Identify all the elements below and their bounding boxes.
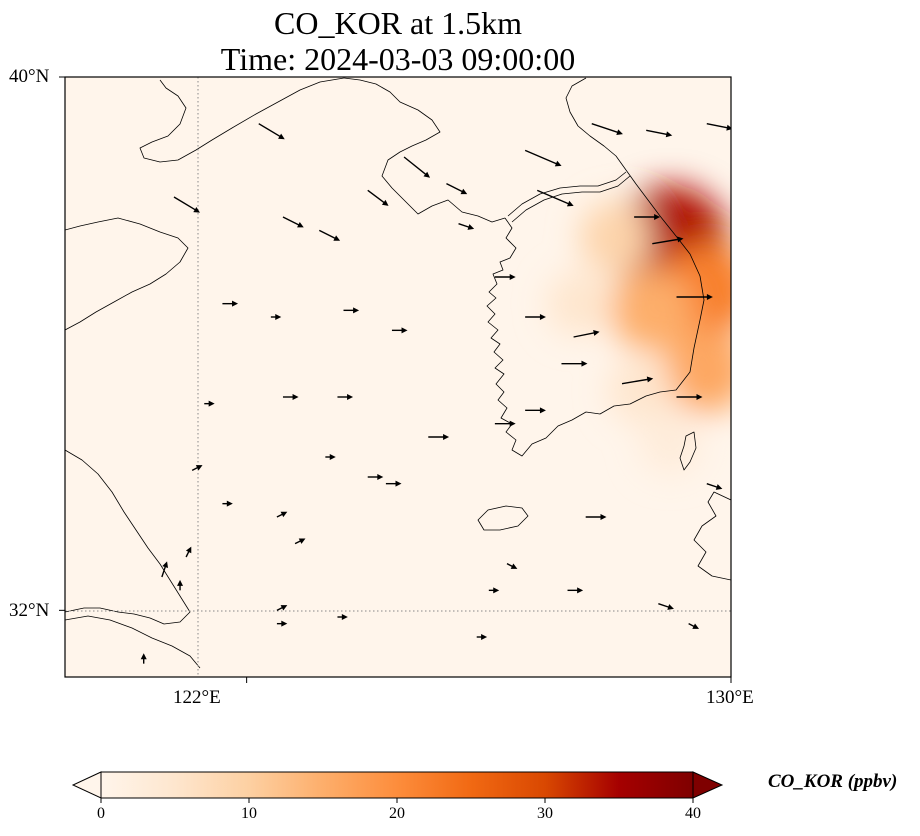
north-korea-west-coast [343,77,506,223]
wind-arrow [676,394,703,400]
lat-tick-label-32: 32°N [9,600,50,621]
wind-arrow [676,294,713,300]
wind-arrow [367,474,384,480]
colorbar-extend-low [71,771,102,799]
wind-arrow [536,189,574,207]
concentration-hotspot [579,200,653,274]
border-line-b [511,175,631,223]
wind-arrow [658,603,674,610]
wind-arrow [458,223,475,230]
wind-arrow [403,156,431,178]
lat-tick-label-40: 40°N [9,66,50,87]
wind-arrow [140,653,147,664]
lon-tick-label-130: 130°E [706,687,754,708]
colorbar-body [100,771,694,799]
china-east-coast [65,449,191,625]
china-north-coast [65,217,189,331]
wind-arrow [161,561,169,578]
kyushu-coast [693,491,731,581]
colorbar-tick-label: 10 [241,805,257,822]
wind-arrow [276,620,288,627]
wind-arrow [204,400,215,407]
wind-arrow [337,614,348,620]
colorbar-tick-label: 40 [685,805,701,822]
gridlines [65,77,731,677]
wind-arrow [325,454,336,460]
concentration-hotspot [547,271,613,337]
lon-tick-label-122: 122°E [173,687,221,708]
wind-arrow [177,579,184,591]
wind-arrow [222,300,239,307]
colorbar-tick-label: 0 [97,805,105,822]
wind-arrow [343,307,360,314]
wind-arrow [688,623,700,629]
wind-arrow [488,587,500,594]
wind-arrow [318,229,341,241]
wind-arrow [276,605,288,611]
wind-arrow [294,538,306,545]
tsushima-island [679,431,697,471]
wind-arrow [282,216,304,228]
wind-arrow [391,327,408,334]
colorbar-tick-label: 20 [389,805,405,822]
wind-arrow [270,314,282,320]
wind-arrow [634,214,661,220]
axis-tick-marks [59,76,732,683]
wind-arrow [337,394,354,400]
concentration-hotspot [607,357,673,423]
concentration-hotspot [664,327,731,413]
wind-arrow [652,236,684,245]
colorbar-extend-high [692,771,724,799]
wind-arrow [367,189,389,206]
wind-arrow [185,546,192,558]
wind-arrow [621,376,654,385]
wind-arrow [476,634,488,640]
north-korea-east-coast [565,77,627,171]
colorbar-tick-label: 30 [537,805,553,822]
wind-arrow [524,149,562,167]
colorbar-label: CO_KOR (ppbv) [768,771,898,792]
wind-arrow [282,394,299,400]
chart-title-line1: CO_KOR at 1.5km [274,5,522,41]
wind-arrow [446,183,468,195]
border-line-a [507,171,627,217]
wind-vectors [140,122,731,664]
wind-arrow [561,360,588,367]
wind-arrow [591,123,623,136]
wind-arrow [258,123,285,140]
chart-title-line2: Time: 2024-03-03 09:00:00 [220,41,576,77]
wind-arrow [173,196,200,213]
concentration-hotspot [639,412,702,475]
wind-arrow [706,483,723,490]
wind-arrow [567,587,584,594]
wind-arrow [706,122,731,131]
colorbar-tick-marks [100,798,694,803]
wind-arrow [585,514,607,520]
wind-arrow [506,563,518,569]
wind-arrow [646,129,673,138]
wind-arrow [385,480,402,487]
wind-arrow [276,511,288,518]
colorbar [71,771,724,803]
concentration-hotspot [610,268,694,352]
wind-arrow [222,500,233,507]
yangtze-estuary [65,615,201,669]
wind-arrow [494,274,516,280]
wind-arrow [428,434,450,440]
concentration-field [547,185,731,475]
wind-arrow [525,407,546,414]
wind-arrow [494,420,516,427]
jeju-island [477,505,529,531]
map-frame [64,76,732,678]
liaodong-coast [139,77,345,163]
wind-arrow [573,330,600,338]
wind-arrow [191,465,203,471]
wind-arrow [525,314,546,320]
